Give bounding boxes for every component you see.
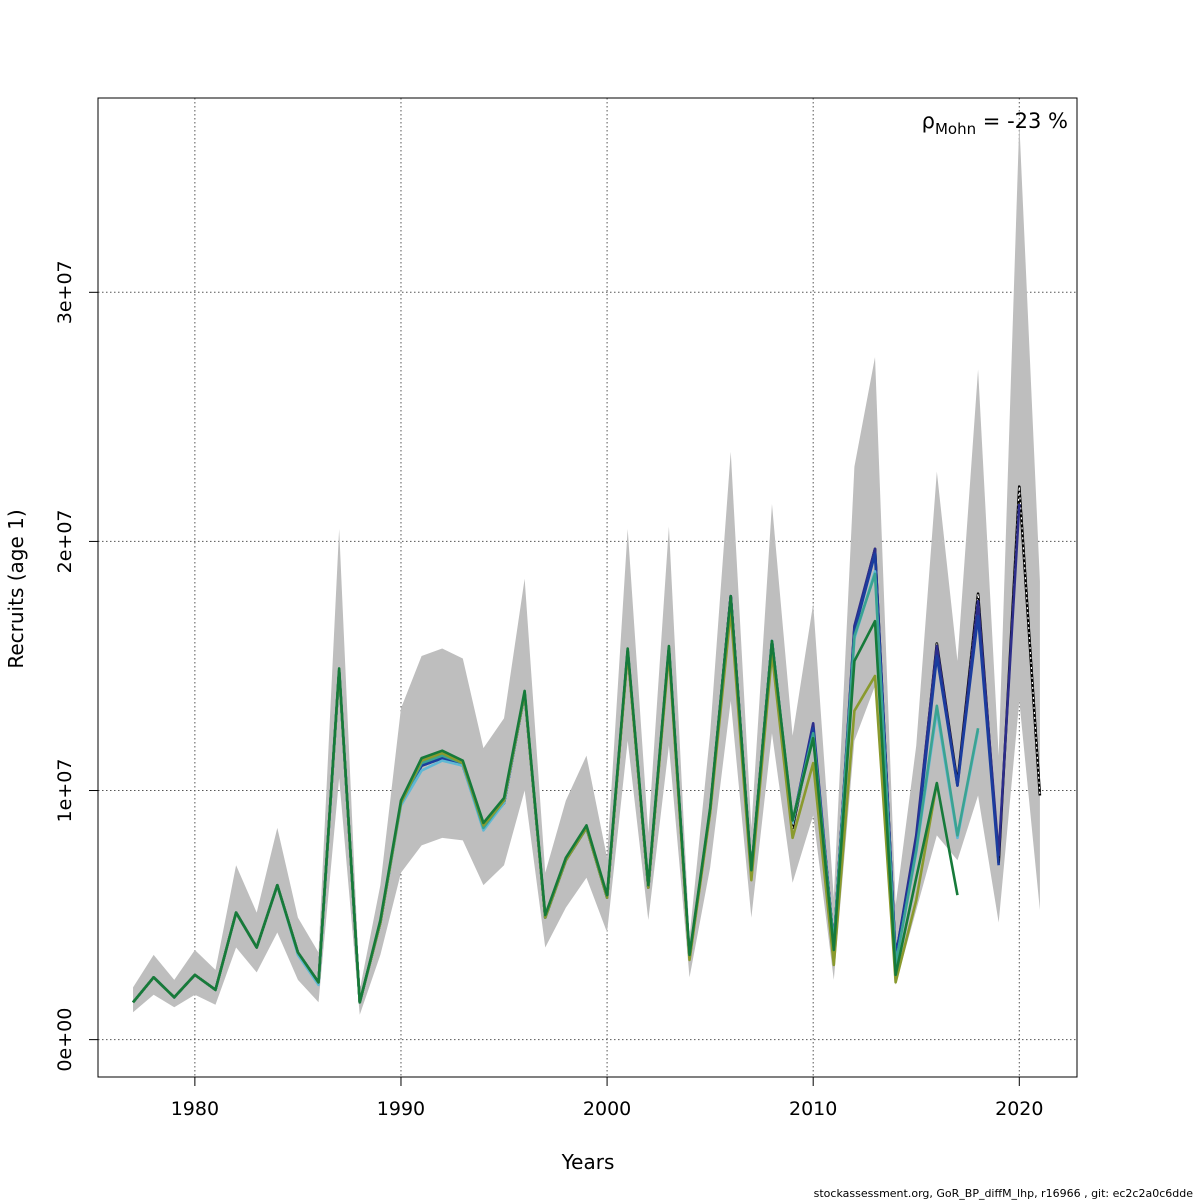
footer-credit: stockassessment.org, GoR_BP_diffM_lhp, r…: [814, 1187, 1194, 1200]
y-axis-title: Recruits (age 1): [4, 509, 28, 668]
series-line-5: [132, 594, 959, 1004]
x-tick-label: 1980: [171, 1098, 219, 1120]
mohn-rho-symbol: ρ: [922, 109, 935, 133]
x-axis-title: Years: [561, 1150, 615, 1174]
x-tick-label: 2020: [995, 1098, 1043, 1120]
confidence-band-area: [133, 122, 1040, 1015]
y-tick-label: 3e+07: [54, 260, 76, 324]
plot-frame: [97, 97, 1078, 1078]
x-tick-label: 1990: [377, 1098, 425, 1120]
y-tick-label: 1e+07: [54, 759, 76, 823]
mohn-rho-annotation: ρMohn = -23 %: [922, 109, 1068, 138]
y-axis: 0e+00 1e+07 2e+07 3e+07: [54, 260, 98, 1072]
y-tick-label: 2e+07: [54, 509, 76, 573]
x-tick-label: 2000: [583, 1098, 631, 1120]
x-tick-label: 2010: [789, 1098, 837, 1120]
confidence-band: [133, 122, 1040, 1015]
retro-series-lines: [132, 485, 1042, 1004]
y-tick-label: 0e+00: [54, 1008, 76, 1072]
x-axis: 1980 1990 2000 2010 2020: [171, 1077, 1043, 1120]
mohn-value: = -23 %: [976, 109, 1068, 133]
mohn-subscript: Mohn: [935, 120, 976, 138]
